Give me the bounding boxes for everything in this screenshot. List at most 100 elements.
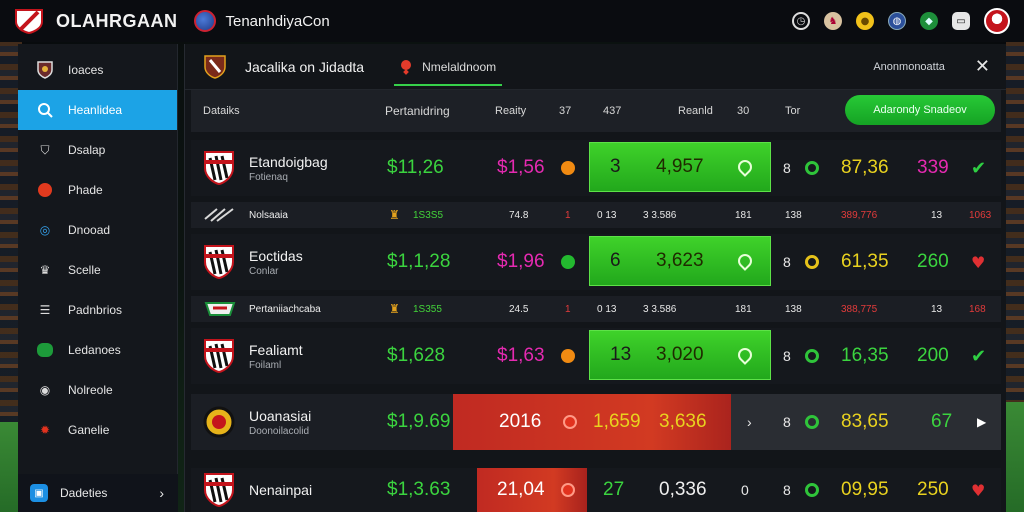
- header-col3[interactable]: Reaity: [495, 105, 527, 117]
- brand-logo-icon[interactable]: [14, 8, 44, 35]
- table-row[interactable]: Fealiamt Foilaml $1,628 $1,63 13 3,020 8…: [191, 328, 1001, 384]
- ring-icon: [805, 255, 819, 269]
- sidebar-item-4[interactable]: ◎ Dnooad: [18, 210, 177, 250]
- value-yellow: 87,36: [841, 157, 889, 178]
- odds-highlight-block[interactable]: 6 3,623: [589, 236, 771, 286]
- ring-icon: [805, 349, 819, 363]
- heart-icon[interactable]: ♥: [971, 252, 986, 272]
- check-icon[interactable]: ✔: [971, 345, 987, 367]
- red-value-1: 21,04: [497, 479, 545, 500]
- cta-button[interactable]: Adarondy Snadeov: [845, 95, 995, 125]
- coin-icon[interactable]: ●: [856, 12, 874, 30]
- details-icon: ▣: [30, 484, 48, 502]
- team-name: Pertaniiachcaba: [249, 303, 321, 315]
- flame-icon: [36, 181, 54, 199]
- ring-icon: [805, 161, 819, 175]
- close-icon[interactable]: ✕: [974, 56, 990, 77]
- sidebar-item-7[interactable]: Ledanoes: [18, 330, 177, 370]
- brand-name[interactable]: OLAHRGAAN: [56, 10, 178, 31]
- list-icon: ☰: [39, 303, 51, 317]
- red-value-1: 2016: [499, 411, 542, 432]
- sidebar-item-3[interactable]: Phade: [18, 170, 177, 210]
- status-dot: [563, 415, 577, 429]
- table-row[interactable]: Eoctidas Conlar $1,1,28 $1,96 6 3,623 8 …: [191, 234, 1001, 290]
- sidebar-item-8[interactable]: ◉ Nolreole: [18, 370, 177, 410]
- shield-icon: ⛉: [40, 142, 50, 157]
- ball-icon: ◉: [39, 383, 51, 397]
- sidebar-bottom-label: Dadeties: [60, 486, 108, 500]
- table-row[interactable]: Nenainpai $1,3.63 21,04 27 0,336 0 8 09,…: [191, 468, 1001, 512]
- sidebar-item-1[interactable]: Heanlidea: [18, 90, 177, 130]
- chat-icon[interactable]: ▭: [952, 12, 970, 30]
- cup-icon: ♛: [39, 263, 51, 277]
- team-crest-icon: [203, 468, 235, 512]
- value-green: 67: [931, 411, 953, 432]
- header-col5[interactable]: 437: [603, 105, 622, 117]
- check-icon[interactable]: ✔: [971, 157, 987, 179]
- value-green-2: 200: [917, 345, 949, 366]
- value-green-small: 27: [603, 479, 625, 500]
- col-b: 1: [565, 209, 571, 221]
- table-row[interactable]: Etandoigbag Fotienaq $11,26 $1,56 3 4,95…: [191, 140, 1001, 196]
- col-c1: 8: [783, 414, 791, 430]
- sidebar-item-label: Padnbrios: [68, 303, 123, 317]
- header-col1[interactable]: Dataiks: [203, 105, 240, 117]
- gem-icon[interactable]: ◆: [920, 12, 938, 30]
- header-col2[interactable]: Pertanidring: [385, 104, 450, 118]
- value-1: $1,628: [387, 345, 446, 366]
- col-c1: 8: [783, 254, 791, 270]
- header-col7[interactable]: 30: [737, 105, 750, 117]
- trophy-icon: ♜: [389, 208, 400, 222]
- team-name: Nolsaaia: [249, 209, 288, 221]
- heart-outline-icon: [735, 345, 755, 365]
- user-avatar[interactable]: [984, 8, 1010, 34]
- location-pin-icon: [400, 59, 412, 74]
- odds-highlight-block[interactable]: 3 4,957: [589, 142, 771, 192]
- sidebar-item-9[interactable]: ✹ Ganelie: [18, 410, 177, 450]
- sidebar-item-label: Ganelie: [68, 423, 110, 437]
- heart-outline-icon: [735, 251, 755, 271]
- sidebar-item-2[interactable]: ⛉ Dsalap: [18, 130, 177, 170]
- odds-highlight-block[interactable]: 13 3,020: [589, 330, 771, 380]
- tab-title[interactable]: Jacalika on Jidadta: [245, 58, 365, 75]
- header-col6[interactable]: Reanld: [678, 105, 713, 117]
- site-globe-icon: [193, 10, 216, 32]
- col-e: 181: [735, 209, 752, 221]
- table-row-highlighted[interactable]: Uoanasiai Doonoilacolid $1,9.69 2016 1,6…: [191, 394, 1001, 450]
- clock-icon[interactable]: ◷: [792, 12, 810, 30]
- heart-icon[interactable]: ♥: [971, 480, 986, 500]
- team-crest-icon: [204, 54, 226, 79]
- table-row[interactable]: Pertaniiachcaba ♜ 1S355 24.5 1 0 13 3 3.…: [191, 296, 1001, 322]
- value-1: $1,3.63: [387, 479, 451, 500]
- top-icons: ◷ ♞ ● ◍ ◆ ▭: [792, 8, 1010, 34]
- sidebar-bottom-item[interactable]: ▣ Dadeties ›: [18, 474, 178, 512]
- team-name: Eoctidas: [249, 247, 303, 264]
- header-col8[interactable]: Tor: [785, 105, 801, 117]
- sidebar-item-label: Scelle: [68, 263, 101, 277]
- tab-right-label[interactable]: Anonmonoatta: [873, 60, 945, 73]
- sidebar-item-0[interactable]: Ioaces: [18, 50, 177, 90]
- value-1: $1,9.69: [387, 411, 451, 432]
- site-name[interactable]: TenanhdiyaCon: [225, 12, 330, 30]
- mascot-icon[interactable]: ♞: [824, 12, 842, 30]
- team-logo-icon: [203, 296, 237, 322]
- sidebar-item-6[interactable]: ☰ Padnbrios: [18, 290, 177, 330]
- ring-icon: [805, 483, 819, 497]
- header-col4[interactable]: 37: [559, 105, 572, 117]
- sidebar-item-label: Dsalap: [68, 143, 106, 157]
- team-sub: Conlar: [249, 265, 279, 277]
- col-e: 181: [735, 303, 752, 315]
- odds-count: 3: [610, 156, 621, 177]
- sidebar-item-label: Ioaces: [68, 63, 104, 77]
- globe-icon[interactable]: ◍: [888, 12, 906, 30]
- tab-active[interactable]: Nmelaldnoom: [394, 56, 503, 86]
- sidebar-item-5[interactable]: ♛ Scelle: [18, 250, 177, 290]
- red-value-3: 3,636: [659, 411, 707, 432]
- arrow-right-icon[interactable]: ▶: [977, 415, 987, 429]
- col-c1: 8: [783, 160, 791, 176]
- col-b: 1: [565, 303, 571, 315]
- value-yellow: 83,65: [841, 411, 889, 432]
- team-name: Nenainpai: [249, 482, 313, 498]
- table-row[interactable]: Nolsaaia ♜ 1S3S5 74.8 1 0 13 3 3.586 181…: [191, 202, 1001, 228]
- value-white: 0,336: [659, 479, 707, 500]
